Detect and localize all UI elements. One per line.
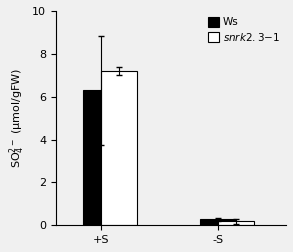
- Bar: [84, 90, 119, 225]
- Y-axis label: SO$_4^{2-}$ (μmol/gFW): SO$_4^{2-}$ (μmol/gFW): [7, 68, 27, 168]
- Bar: [218, 222, 254, 225]
- Legend: Ws, $\it{snrk2}.{3}\mathit{-}\it{1}$: Ws, $\it{snrk2}.{3}\mathit{-}\it{1}$: [204, 13, 284, 47]
- Bar: [101, 71, 137, 225]
- Bar: [200, 219, 236, 225]
